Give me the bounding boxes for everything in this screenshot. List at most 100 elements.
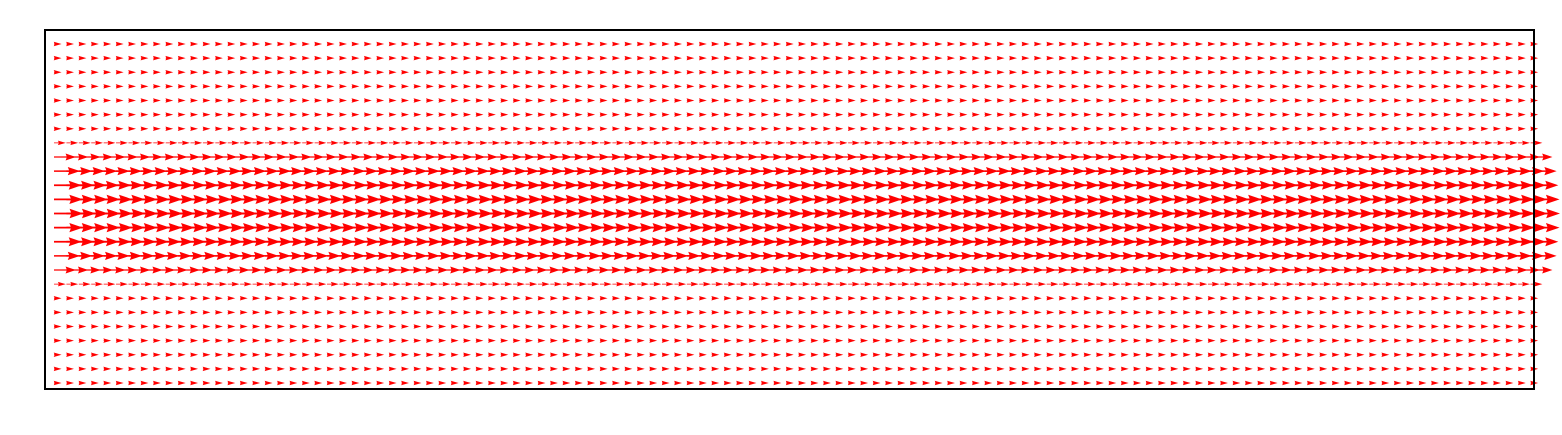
quiver-arrow [1493, 324, 1501, 329]
quiver-arrow [115, 112, 124, 117]
quiver-arrow [488, 126, 496, 131]
quiver-arrow [53, 352, 62, 357]
quiver-arrow [1381, 140, 1394, 146]
quiver-arrow [339, 366, 347, 372]
quiver-arrow [1406, 70, 1415, 75]
quiver-arrow [599, 281, 612, 287]
quiver-arrow [277, 112, 285, 117]
quiver-arrow [1257, 380, 1266, 386]
quiver-arrow [1406, 55, 1415, 61]
quiver-arrow [1406, 112, 1415, 117]
quiver-arrow [909, 296, 918, 301]
quiver-arrow [1244, 324, 1253, 329]
quiver-arrow [1455, 324, 1464, 329]
quiver-arrow [1071, 266, 1094, 274]
quiver-arrow [1381, 296, 1390, 301]
quiver-arrow [401, 310, 409, 315]
quiver-arrow [450, 112, 459, 117]
quiver-arrow [785, 380, 794, 386]
quiver-arrow [1133, 324, 1142, 329]
quiver-arrow [165, 324, 174, 329]
quiver-arrow [785, 324, 794, 329]
quiver-arrow [450, 338, 459, 343]
quiver-arrow [177, 338, 186, 343]
quiver-arrow [748, 98, 757, 103]
quiver-arrow [78, 55, 87, 61]
quiver-arrow [674, 338, 682, 343]
quiver-arrow [1468, 296, 1477, 301]
quiver-arrow [376, 126, 385, 131]
quiver-arrow [1505, 112, 1514, 117]
quiver-arrow [1058, 366, 1067, 372]
quiver-arrow [761, 281, 774, 287]
quiver-arrow [810, 126, 819, 131]
quiver-arrow [1232, 310, 1241, 315]
quiver-arrow [1356, 84, 1365, 89]
quiver-arrow [1133, 338, 1142, 343]
quiver-arrow [463, 281, 476, 287]
quiver-arrow [426, 153, 449, 161]
quiver-arrow [922, 55, 931, 61]
quiver-arrow [512, 352, 521, 357]
quiver-arrow [376, 296, 385, 301]
quiver-arrow [1133, 310, 1142, 315]
quiver-arrow [1058, 352, 1067, 357]
quiver-arrow [227, 310, 236, 315]
quiver-arrow [612, 281, 625, 287]
quiver-arrow [860, 338, 869, 343]
quiver-arrow [984, 55, 993, 61]
quiver-arrow [550, 84, 558, 89]
quiver-arrow [736, 296, 745, 301]
quiver-arrow [1282, 126, 1290, 131]
quiver-arrow [1232, 281, 1245, 287]
quiver-arrow [971, 310, 980, 315]
quiver-arrow [339, 98, 347, 103]
quiver-arrow [1505, 98, 1514, 103]
quiver-arrow [786, 281, 798, 287]
quiver-arrow [698, 338, 707, 343]
quiver-arrow [1505, 84, 1514, 89]
quiver-arrow [301, 98, 310, 103]
quiver-arrow [1369, 296, 1377, 301]
quiver-arrow [599, 310, 608, 315]
quiver-arrow [1406, 126, 1415, 131]
quiver-arrow [996, 310, 1005, 315]
quiver-arrow [1071, 140, 1084, 146]
quiver-arrow [1393, 352, 1402, 357]
quiver-arrow [1220, 98, 1228, 103]
quiver-arrow [1443, 84, 1452, 89]
quiver-arrow [1158, 55, 1166, 61]
quiver-arrow [674, 41, 682, 47]
quiver-arrow [1009, 126, 1017, 131]
quiver-arrow [723, 380, 732, 386]
quiver-arrow [934, 98, 943, 103]
quiver-arrow [1182, 98, 1191, 103]
quiver-arrow [1182, 310, 1191, 315]
quiver-arrow [773, 338, 782, 343]
quiver-arrow [922, 41, 931, 47]
quiver-arrow [698, 352, 707, 357]
quiver-arrow [922, 140, 935, 146]
quiver-arrow [612, 380, 620, 386]
quiver-arrow [1083, 55, 1092, 61]
quiver-arrow [1455, 126, 1464, 131]
quiver-arrow [698, 98, 707, 103]
quiver-arrow [1344, 380, 1353, 386]
quiver-arrow [1344, 55, 1353, 61]
quiver-arrow [711, 140, 724, 146]
quiver-arrow [847, 338, 856, 343]
quiver-arrow [1220, 55, 1228, 61]
quiver-arrow [686, 84, 695, 89]
quiver-arrow [885, 98, 893, 103]
quiver-arrow [53, 366, 62, 372]
quiver-arrow [748, 266, 771, 274]
quiver-arrow [388, 296, 397, 301]
quiver-arrow [1195, 324, 1204, 329]
quiver-arrow [463, 84, 472, 89]
quiver-arrow [872, 281, 885, 287]
quiver-arrow [326, 380, 335, 386]
quiver-arrow [1306, 84, 1315, 89]
quiver-arrow [90, 338, 99, 343]
quiver-arrow [1406, 310, 1415, 315]
quiver-arrow [425, 338, 434, 343]
